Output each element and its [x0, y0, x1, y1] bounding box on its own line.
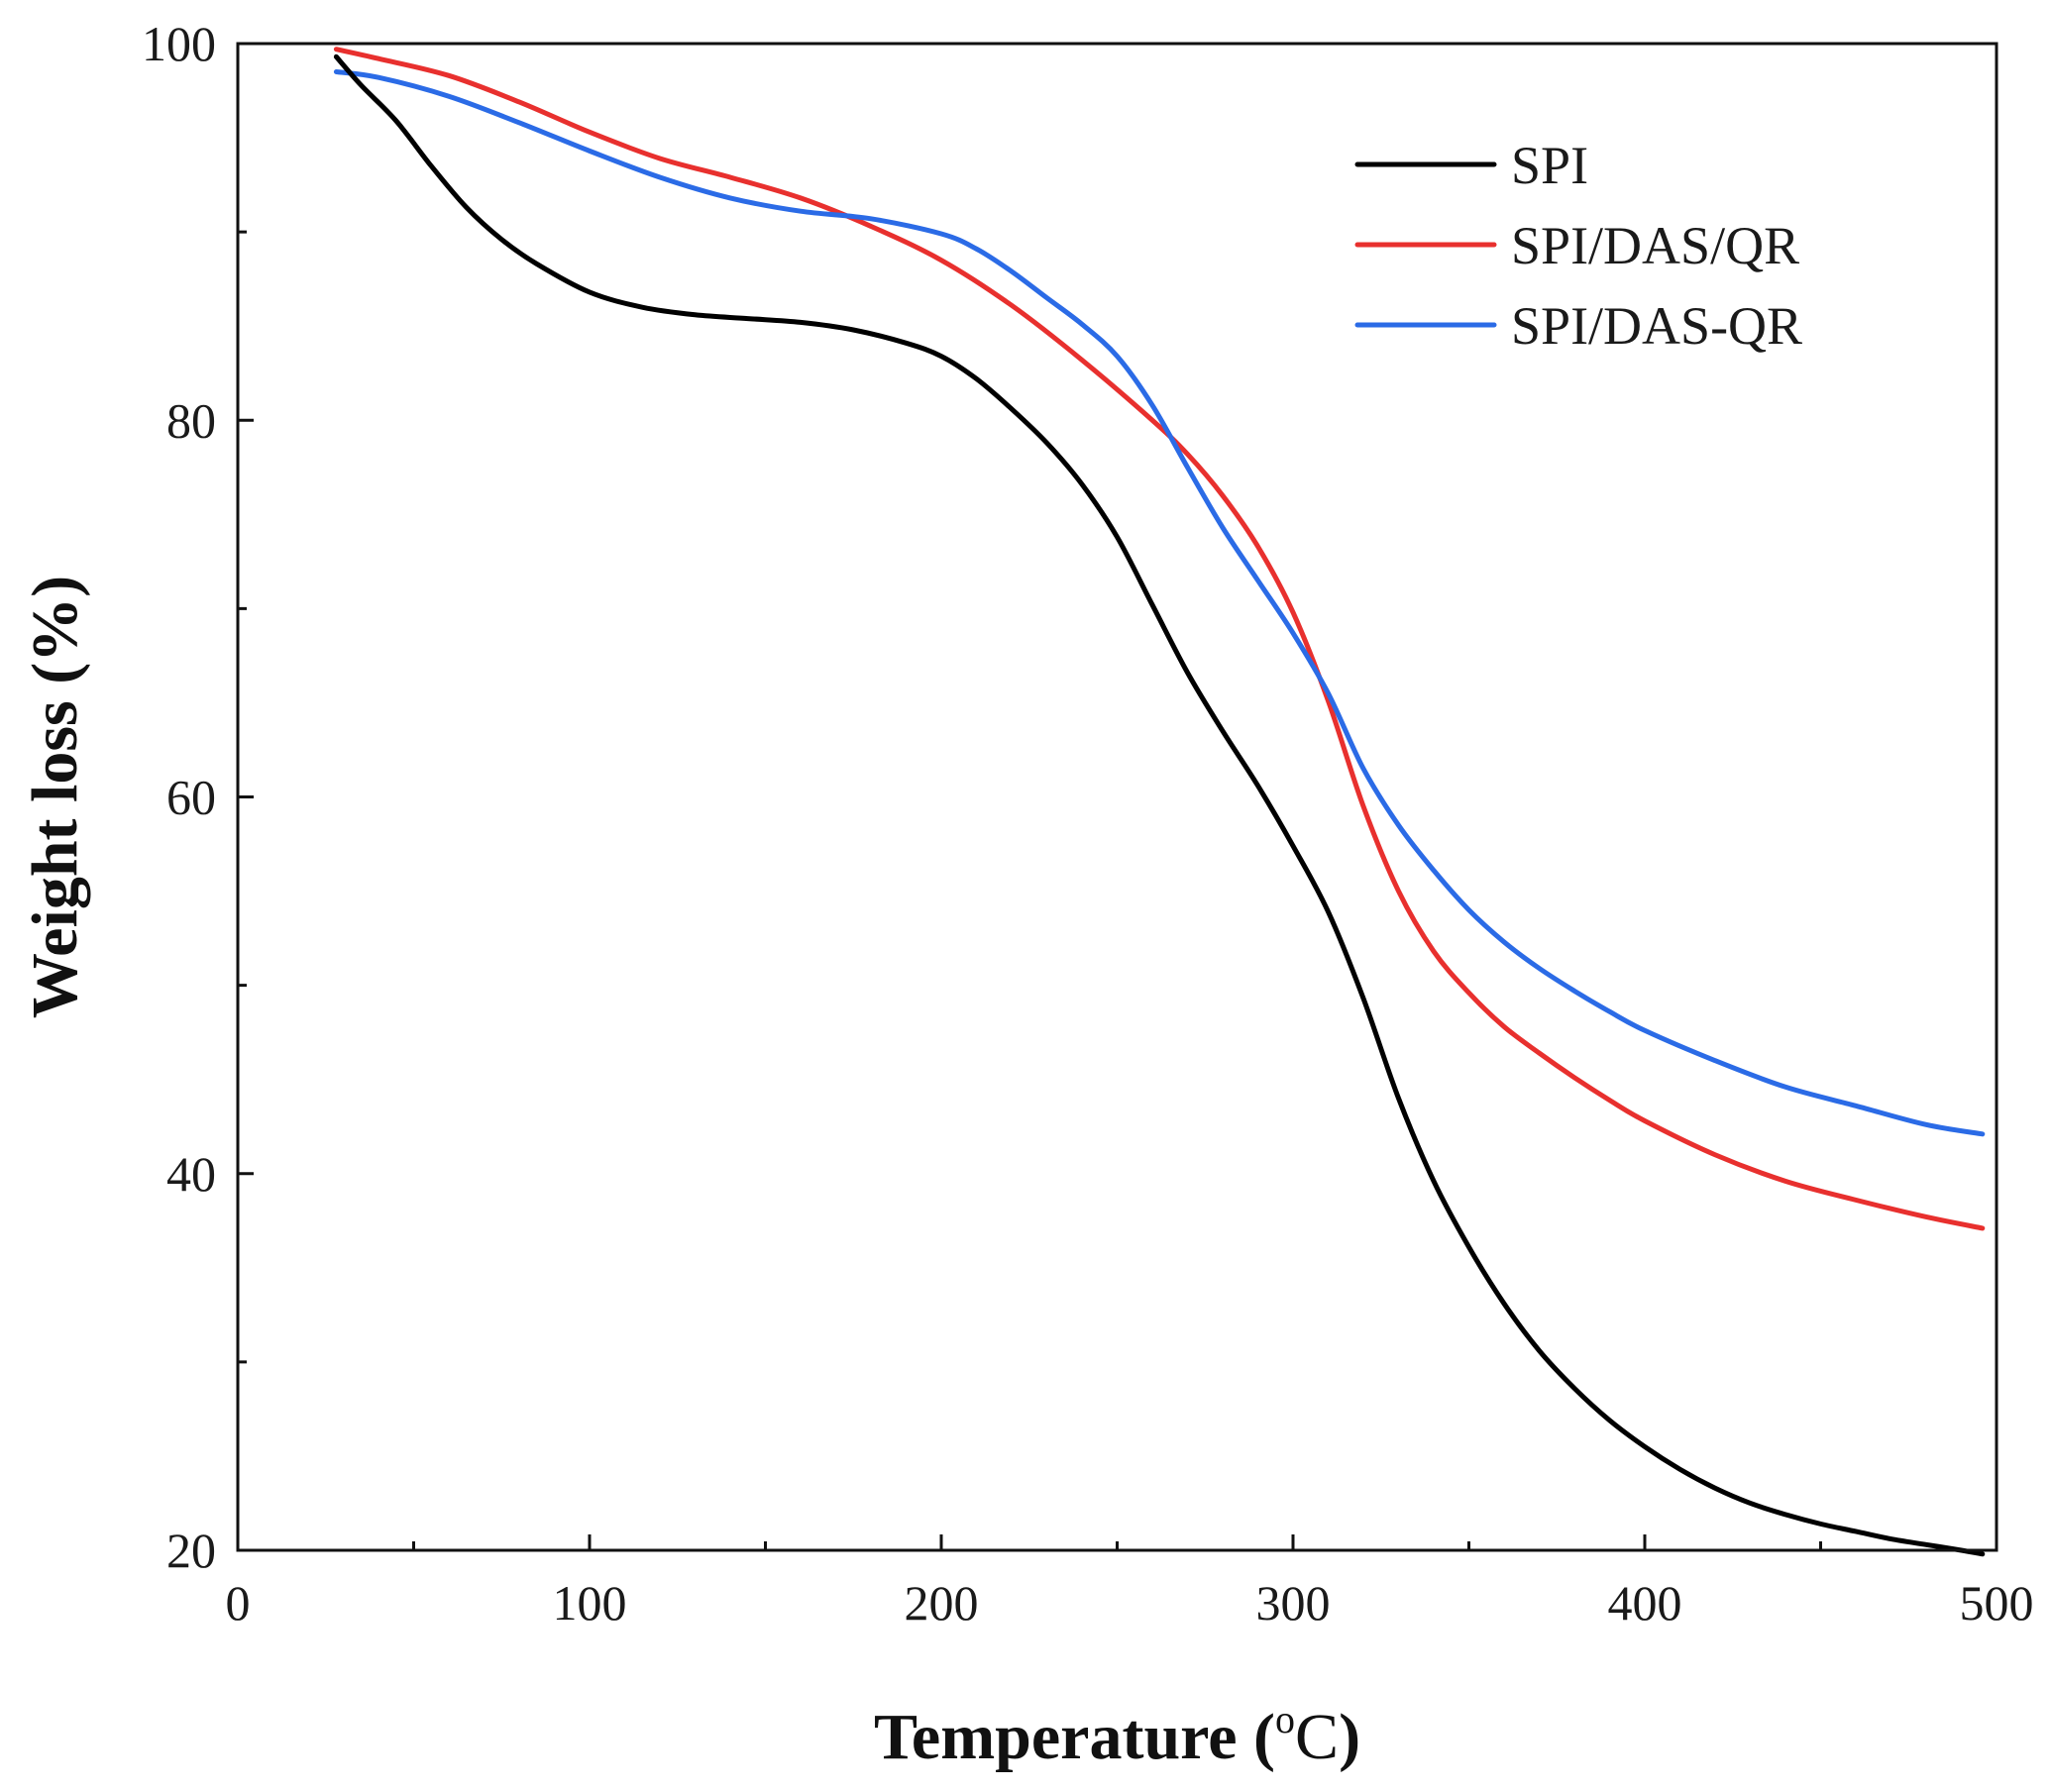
y-axis-title: Weight loss (%)	[19, 576, 91, 1018]
x-tick-label: 400	[1608, 1575, 1682, 1631]
legend: SPI SPI/DAS/QR SPI/DAS-QR	[1354, 136, 1802, 356]
x-tick-label: 300	[1256, 1575, 1331, 1631]
ticks-layer: 0 100 200 300 400 500 20 40 60 80 100	[142, 16, 2034, 1631]
x-axis-title-close: )	[1339, 1701, 1360, 1773]
legend-label-spi: SPI	[1511, 136, 1588, 195]
x-axis-title-unit: oC	[1275, 1697, 1339, 1773]
series-line-spi-das-qr	[333, 47, 1986, 1231]
axis-titles: Temperature (oC) Weight loss (%)	[19, 576, 1360, 1773]
legend-label-spi-das-qr: SPI/DAS/QR	[1511, 216, 1799, 275]
y-tick-label: 100	[142, 16, 216, 71]
x-tick-label: 200	[905, 1575, 979, 1631]
x-axis-title-celsius: C	[1295, 1701, 1339, 1773]
series-line-spi-das-qr	[333, 69, 1986, 1137]
series-line-spi	[333, 53, 1986, 1557]
plot-frame	[236, 42, 1998, 1552]
y-tick-label: 80	[166, 392, 216, 448]
x-axis-title-text: Temperature (	[874, 1701, 1275, 1773]
y-tick-label: 40	[166, 1146, 216, 1202]
x-axis-title-degree: o	[1275, 1697, 1295, 1741]
x-tick-label: 0	[226, 1575, 251, 1631]
y-tick-label: 60	[166, 770, 216, 825]
x-tick-label: 500	[1960, 1575, 2034, 1631]
x-axis-title: Temperature (oC)	[874, 1697, 1360, 1773]
x-tick-label: 100	[553, 1575, 627, 1631]
legend-label-spi-das-qr: SPI/DAS-QR	[1511, 296, 1802, 356]
y-tick-label: 20	[166, 1523, 216, 1578]
series-layer	[333, 47, 1986, 1557]
